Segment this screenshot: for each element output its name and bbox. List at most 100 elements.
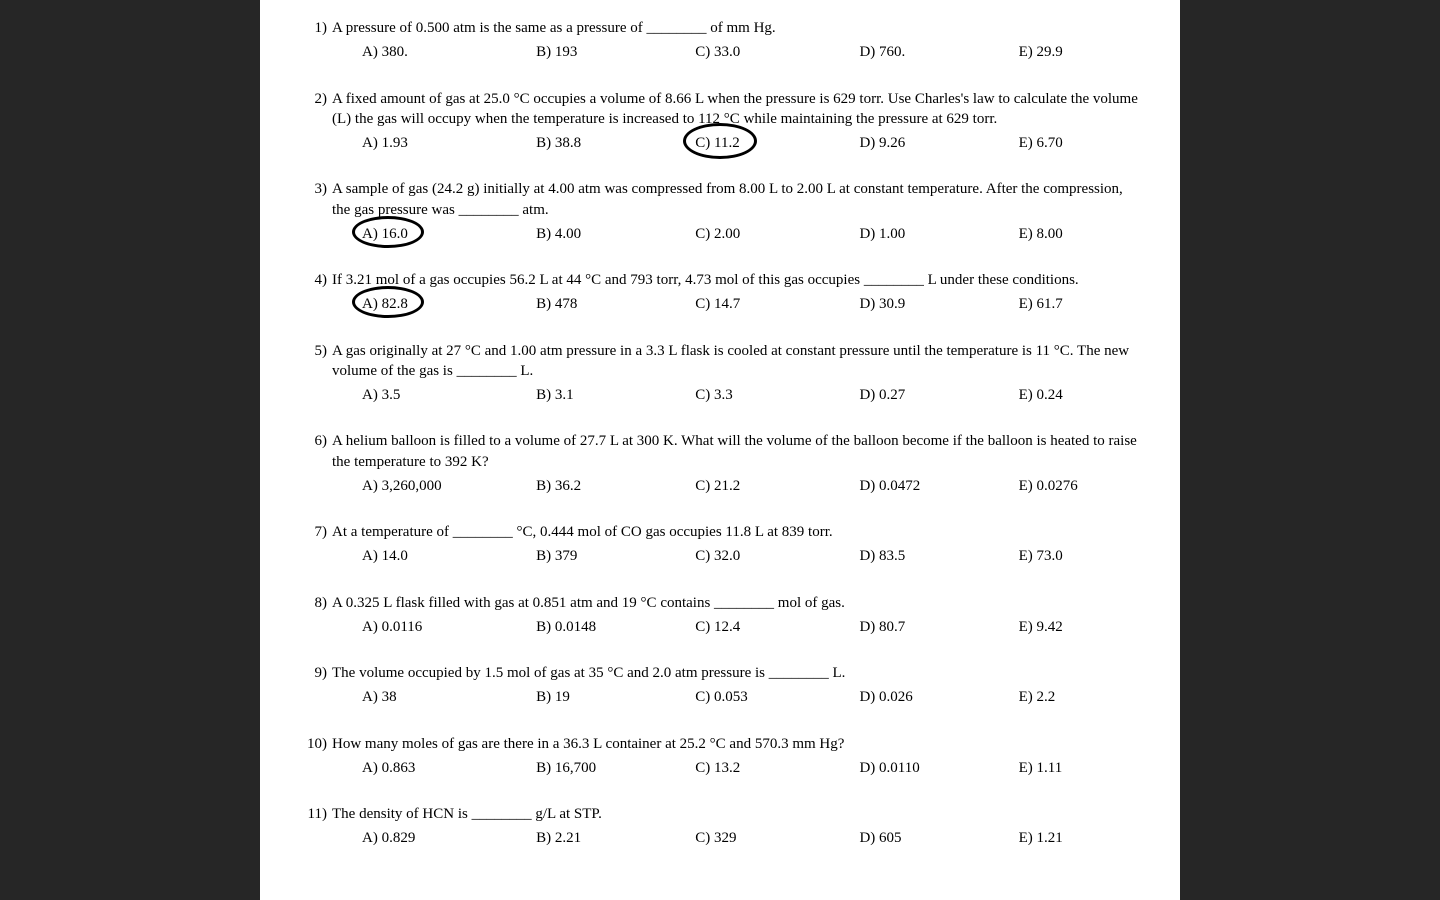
answer-option: E) 8.00 [1019,224,1138,244]
hand-circle-annotation [352,286,424,318]
answer-option: A) 3,260,000 [362,476,536,496]
question-row: 7)At a temperature of ________ °C, 0.444… [302,522,1138,542]
question-number: 6) [302,431,332,472]
question: 7)At a temperature of ________ °C, 0.444… [302,522,1138,567]
answer-row: A) 16.0B) 4.00C) 2.00D) 1.00E) 8.00 [362,224,1138,244]
question-row: 9)The volume occupied by 1.5 mol of gas … [302,663,1138,683]
answer-option: A) 0.863 [362,758,536,778]
question-text: The density of HCN is ________ g/L at ST… [332,804,1138,824]
question-row: 10)How many moles of gas are there in a … [302,734,1138,754]
answer-option: C) 2.00 [695,224,859,244]
answer-option: A) 38 [362,687,536,707]
answer-option: E) 0.24 [1019,385,1138,405]
answer-row: A) 0.0116B) 0.0148C) 12.4D) 80.7E) 9.42 [362,617,1138,637]
question-number: 10) [302,734,332,754]
answer-option: E) 9.42 [1019,617,1138,637]
question: 6)A helium balloon is filled to a volume… [302,431,1138,496]
answer-row: A) 14.0B) 379C) 32.0D) 83.5E) 73.0 [362,546,1138,566]
question-text: The volume occupied by 1.5 mol of gas at… [332,663,1138,683]
question-number: 3) [302,179,332,220]
question-row: 3)A sample of gas (24.2 g) initially at … [302,179,1138,220]
question-number: 1) [302,18,332,38]
answer-option: E) 0.0276 [1019,476,1138,496]
answer-option: A) 82.8 [362,294,536,314]
question-number: 4) [302,270,332,290]
answer-option: B) 478 [536,294,695,314]
answer-option: A) 14.0 [362,546,536,566]
answer-option: E) 29.9 [1019,42,1138,62]
answer-row: A) 0.863B) 16,700C) 13.2D) 0.0110E) 1.11 [362,758,1138,778]
answer-option: D) 30.9 [859,294,1018,314]
answer-row: A) 1.93B) 38.8C) 11.2D) 9.26E) 6.70 [362,133,1138,153]
question: 3)A sample of gas (24.2 g) initially at … [302,179,1138,244]
question-text: A pressure of 0.500 atm is the same as a… [332,18,1138,38]
question-row: 8)A 0.325 L flask filled with gas at 0.8… [302,593,1138,613]
answer-option: D) 9.26 [859,133,1018,153]
answer-option: D) 760. [859,42,1018,62]
answer-option: B) 0.0148 [536,617,695,637]
answer-option: C) 11.2 [695,133,859,153]
answer-row: A) 82.8B) 478C) 14.7D) 30.9E) 61.7 [362,294,1138,314]
answer-option: D) 0.0110 [859,758,1018,778]
answer-option: C) 329 [695,828,859,848]
hand-circle-annotation [352,216,424,248]
answer-row: A) 3.5B) 3.1C) 3.3D) 0.27E) 0.24 [362,385,1138,405]
question-number: 11) [302,804,332,824]
answer-option: A) 3.5 [362,385,536,405]
question-row: 4)If 3.21 mol of a gas occupies 56.2 L a… [302,270,1138,290]
answer-row: A) 38B) 19C) 0.053D) 0.026E) 2.2 [362,687,1138,707]
answer-option: C) 3.3 [695,385,859,405]
question: 5)A gas originally at 27 °C and 1.00 atm… [302,341,1138,406]
answer-option: C) 33.0 [695,42,859,62]
question-number: 5) [302,341,332,382]
answer-option: A) 380. [362,42,536,62]
question-row: 6)A helium balloon is filled to a volume… [302,431,1138,472]
question: 8)A 0.325 L flask filled with gas at 0.8… [302,593,1138,638]
answer-option: C) 14.7 [695,294,859,314]
question-text: A sample of gas (24.2 g) initially at 4.… [332,179,1138,220]
answer-option: B) 2.21 [536,828,695,848]
answer-option: E) 2.2 [1019,687,1138,707]
answer-row: A) 380.B) 193C) 33.0D) 760.E) 29.9 [362,42,1138,62]
answer-option: C) 21.2 [695,476,859,496]
answer-option: E) 1.11 [1019,758,1138,778]
question-row: 2)A fixed amount of gas at 25.0 °C occup… [302,89,1138,130]
answer-option: A) 0.0116 [362,617,536,637]
question-number: 9) [302,663,332,683]
answer-row: A) 3,260,000B) 36.2C) 21.2D) 0.0472E) 0.… [362,476,1138,496]
question-text: How many moles of gas are there in a 36.… [332,734,1138,754]
answer-option: C) 32.0 [695,546,859,566]
question-row: 1)A pressure of 0.500 atm is the same as… [302,18,1138,38]
question: 1)A pressure of 0.500 atm is the same as… [302,18,1138,63]
answer-row: A) 0.829B) 2.21C) 329D) 605E) 1.21 [362,828,1138,848]
question-text: A gas originally at 27 °C and 1.00 atm p… [332,341,1138,382]
question-text: At a temperature of ________ °C, 0.444 m… [332,522,1138,542]
answer-option: B) 19 [536,687,695,707]
question: 9)The volume occupied by 1.5 mol of gas … [302,663,1138,708]
answer-option: B) 38.8 [536,133,695,153]
answer-option: B) 193 [536,42,695,62]
answer-option: E) 61.7 [1019,294,1138,314]
question: 11)The density of HCN is ________ g/L at… [302,804,1138,849]
answer-option: B) 16,700 [536,758,695,778]
answer-option: D) 605 [859,828,1018,848]
question-number: 8) [302,593,332,613]
answer-option: C) 13.2 [695,758,859,778]
answer-option: D) 0.27 [859,385,1018,405]
document-page: 1)A pressure of 0.500 atm is the same as… [260,0,1180,900]
question: 10)How many moles of gas are there in a … [302,734,1138,779]
question: 4)If 3.21 mol of a gas occupies 56.2 L a… [302,270,1138,315]
answer-option: C) 0.053 [695,687,859,707]
answer-option: A) 1.93 [362,133,536,153]
answer-option: B) 379 [536,546,695,566]
question-row: 11)The density of HCN is ________ g/L at… [302,804,1138,824]
question-text: A fixed amount of gas at 25.0 °C occupie… [332,89,1138,130]
answer-option: E) 6.70 [1019,133,1138,153]
answer-option: B) 3.1 [536,385,695,405]
answer-option: D) 80.7 [859,617,1018,637]
question-number: 2) [302,89,332,130]
answer-option: B) 36.2 [536,476,695,496]
answer-option: E) 73.0 [1019,546,1138,566]
answer-option: E) 1.21 [1019,828,1138,848]
answer-option: A) 16.0 [362,224,536,244]
